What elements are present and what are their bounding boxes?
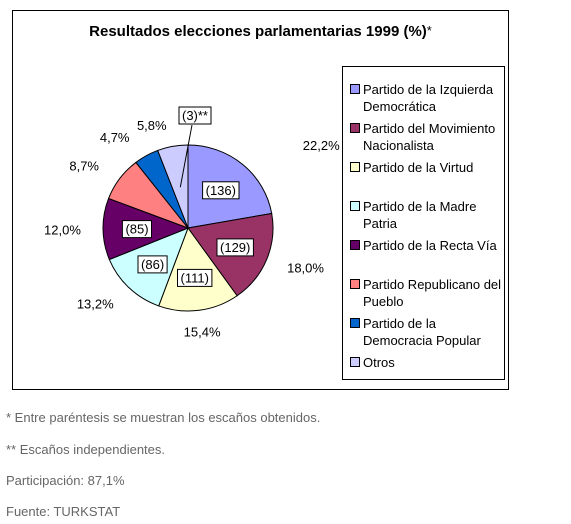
seats-label-box xyxy=(137,255,168,274)
chart-title: Resultados elecciones parlamentarias 199… xyxy=(13,23,508,40)
legend-label: Partido de la Madre Patria xyxy=(363,199,477,231)
note-independents: ** Escaños independientes. xyxy=(6,442,166,457)
slice-percent-label: 18,0% xyxy=(287,261,324,276)
legend-swatch xyxy=(350,123,360,133)
seats-label-box xyxy=(177,268,213,287)
legend-label: Partido del Movimiento Nacionalista xyxy=(363,121,496,153)
note-turnout: Participación: 87,1% xyxy=(6,473,125,488)
svg-text:(86): (86) xyxy=(141,257,164,272)
svg-text:(111): (111) xyxy=(180,270,208,285)
legend-label: Partido de la Virtud xyxy=(363,160,474,175)
chart-legend: Partido de la Izquierda Democrática Parti… xyxy=(342,66,505,380)
note-source: Fuente: TURKSTAT xyxy=(6,504,121,519)
seats-label-box xyxy=(216,238,254,257)
legend-swatch xyxy=(350,357,360,367)
chart-frame: Resultados elecciones parlamentarias 199… xyxy=(12,10,509,390)
chart-title-text: Resultados elecciones parlamentarias 199… xyxy=(89,23,427,40)
pie-chart: 22,2% 18,0% 15,4% 13,2% 12,0% 8,7%4,7% 5,8% (13… xyxy=(44,106,340,340)
legend-label: Partido de la Recta Vía xyxy=(363,238,497,253)
slice-percent-label: 13,2% xyxy=(77,296,114,311)
slice-seats-label: (85) xyxy=(121,220,153,239)
slice-percent-label: 15,4% xyxy=(184,325,221,340)
slice-seats-label: (136) xyxy=(202,181,240,200)
legend-label: Partido de la Democracia Popular xyxy=(363,316,481,348)
slice-seats-label: (129) xyxy=(216,238,254,257)
legend-label: Partido Republicano del Pueblo xyxy=(363,277,502,309)
legend-swatch xyxy=(350,162,360,172)
chart-title-mark: * xyxy=(426,23,432,38)
slice-percent-label: 5,8% xyxy=(137,118,167,133)
seats-label-box xyxy=(178,106,212,125)
svg-text:(136): (136) xyxy=(206,183,236,198)
legend-swatch xyxy=(350,84,360,94)
legend-swatch xyxy=(350,318,360,328)
legend-swatch xyxy=(350,279,360,289)
legend-label: Partido de la Izquierda Democrática xyxy=(363,82,494,114)
leader-line xyxy=(179,124,193,188)
slice-seats-label: (111) xyxy=(177,268,213,287)
legend-swatch xyxy=(350,201,360,211)
slice-percent-label: 22,2% xyxy=(303,138,340,153)
seats-label-box xyxy=(121,220,153,239)
slice-percent-label: 4,7% xyxy=(100,130,130,145)
svg-text:(129): (129) xyxy=(220,240,250,255)
slice-percent-label: 12,0% xyxy=(44,222,81,237)
svg-text:(3)**: (3)** xyxy=(182,108,208,123)
slice-seats-label: (86) xyxy=(137,255,168,274)
note-seats: * Entre paréntesis se muestran los escañ… xyxy=(6,410,321,425)
svg-text:(85): (85) xyxy=(125,222,148,237)
legend-swatch xyxy=(350,240,360,250)
slice-seats-label: (3)** xyxy=(178,106,212,125)
slice-percent-label: 8,7% xyxy=(69,159,99,174)
seats-label-box xyxy=(202,181,240,200)
legend-label: Otros xyxy=(363,355,395,370)
